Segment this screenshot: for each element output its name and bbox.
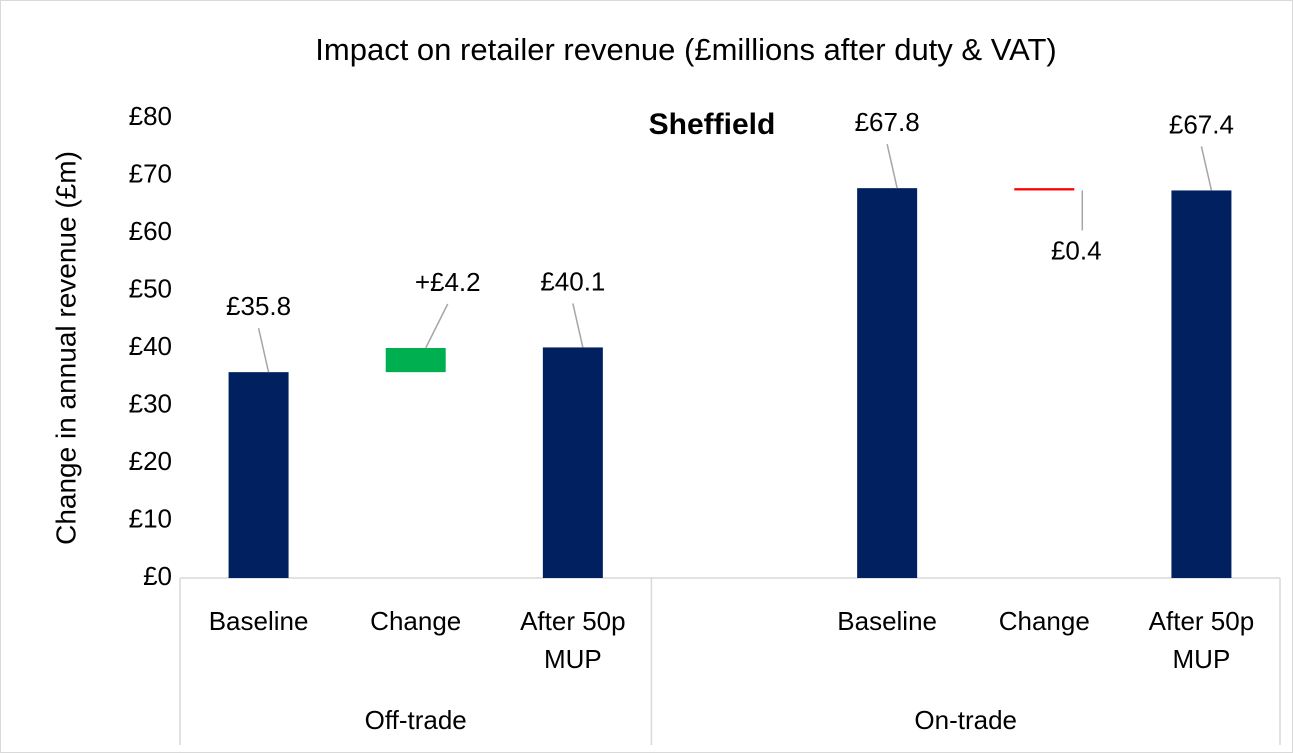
x-tick-label: Change [370, 606, 462, 636]
leader-line [886, 143, 898, 189]
y-tick-label: £10 [129, 503, 172, 533]
x-tick-label-box: Change [370, 606, 462, 636]
x-tick-label: After 50p MUP [520, 606, 626, 674]
leader-line [425, 303, 449, 349]
x-tick-label-box: Baseline [837, 606, 937, 636]
bar [542, 347, 603, 578]
data-label: £67.4 [1169, 109, 1234, 139]
bar [857, 188, 918, 578]
y-tick-label: £80 [129, 101, 172, 131]
leader-line [572, 303, 584, 348]
y-tick-label: £30 [129, 388, 172, 418]
y-tick-label: £0 [143, 561, 172, 591]
chart-title: Impact on retailer revenue (£millions af… [315, 32, 1056, 67]
chart-subtitle: Sheffield [649, 108, 776, 141]
x-tick-label: Baseline [208, 606, 309, 636]
y-tick-label: £50 [129, 273, 172, 303]
data-label: £67.8 [855, 107, 920, 137]
group-label: Off-trade [365, 705, 467, 735]
bar [1014, 188, 1075, 191]
bar [1171, 190, 1232, 578]
y-tick-label: £60 [129, 216, 172, 246]
x-tick-label-box: After 50p MUP [1148, 606, 1255, 674]
y-axis-label: Change in annual revenue (£m) [50, 151, 81, 545]
x-tick-label: After 50p MUP [1148, 606, 1255, 674]
leader-line [257, 327, 270, 373]
bar [228, 372, 289, 578]
x-tick-label-box: Change [998, 606, 1090, 636]
leader-line [1200, 146, 1213, 191]
data-label: £0.4 [1051, 235, 1102, 265]
y-tick-label: £20 [129, 446, 172, 476]
y-tick-label: £40 [129, 331, 172, 361]
y-tick-label: £70 [129, 158, 172, 188]
data-label: +£4.2 [415, 267, 481, 297]
group-label: On-trade [914, 705, 1017, 735]
x-tick-label-box: After 50p MUP [520, 606, 626, 674]
data-label: £35.8 [226, 291, 291, 321]
bar [385, 348, 446, 373]
x-tick-label: Baseline [837, 606, 937, 636]
data-label: £40.1 [540, 266, 605, 296]
x-tick-label: Change [998, 606, 1090, 636]
x-tick-label-box: Baseline [208, 606, 309, 636]
